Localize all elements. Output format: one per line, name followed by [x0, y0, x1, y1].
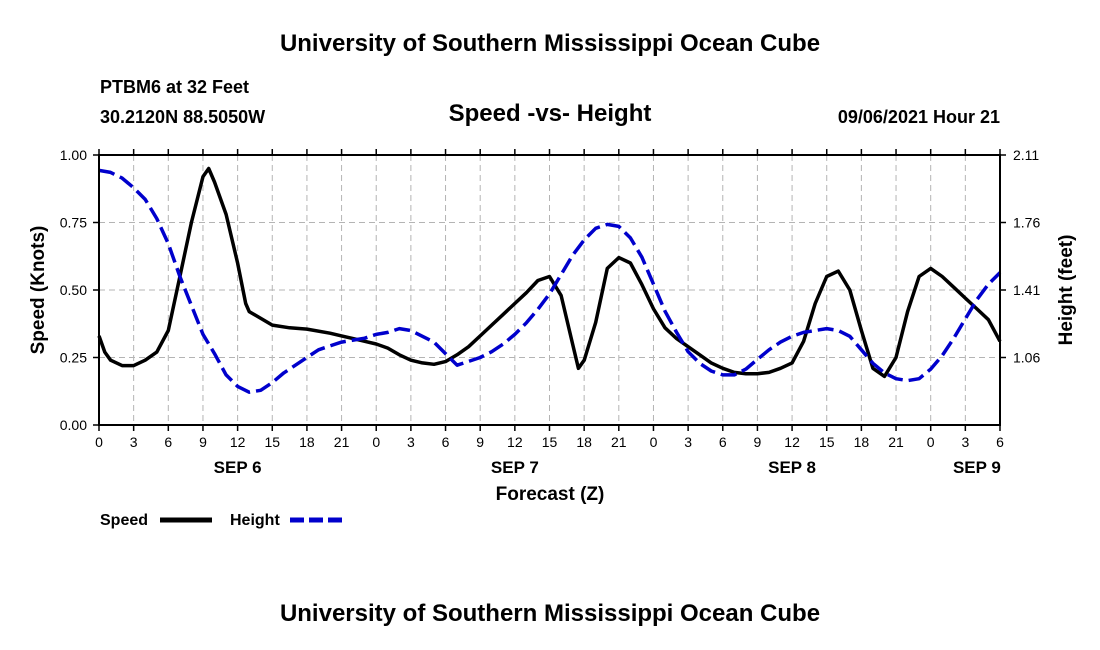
page-title-top: University of Southern Mississippi Ocean…: [279, 30, 821, 57]
grid-layer: [99, 155, 1000, 425]
y-tick-label-right: 1.76: [1013, 215, 1040, 231]
height-series-line: [98, 168, 1002, 394]
y-tick-label-right: 1.41: [1013, 282, 1040, 298]
day-label: SEP 9: [953, 458, 1001, 477]
y-tick-label-right: 2.11: [1013, 147, 1039, 163]
y-tick-label-left: 0.50: [60, 282, 87, 298]
x-tick-label: 12: [784, 434, 800, 450]
legend-height-label: Height: [230, 512, 280, 529]
day-label: SEP 6: [214, 458, 262, 477]
x-tick-label: 3: [961, 434, 969, 450]
x-tick-label: 6: [164, 434, 172, 450]
x-tick-label: 15: [819, 434, 835, 450]
x-tick-label: 0: [372, 434, 380, 450]
legend-speed-label: Speed: [100, 512, 148, 529]
day-label: SEP 7: [491, 458, 539, 477]
y-axis-label-right: Height (feet): [1056, 235, 1077, 346]
x-tick-label: 9: [476, 434, 484, 450]
x-tick-label: 0: [650, 434, 658, 450]
y-tick-label-left: 1.00: [60, 147, 87, 163]
y-tick-label-left: 0.75: [60, 215, 87, 231]
x-tick-label: 3: [684, 434, 692, 450]
y-tick-label-right: 1.06: [1013, 350, 1040, 366]
y-tick-label-left: 0.00: [60, 417, 87, 433]
station-label: PTBM6 at 32 Feet: [100, 77, 250, 97]
day-label: SEP 8: [768, 458, 816, 477]
x-tick-label: 18: [576, 434, 592, 450]
x-tick-label: 0: [95, 434, 103, 450]
x-tick-label: 18: [854, 434, 870, 450]
x-tick-label: 21: [334, 434, 350, 450]
x-axis-label: Forecast (Z): [496, 484, 605, 505]
x-tick-label: 18: [299, 434, 315, 450]
x-tick-label: 12: [507, 434, 523, 450]
y-tick-label-left: 0.25: [60, 350, 87, 366]
chart-title: Speed -vs- Height: [448, 100, 652, 127]
x-tick-label: 21: [888, 434, 904, 450]
datetime-label: 09/06/2021 Hour 21: [837, 107, 1000, 127]
x-tick-label: 6: [719, 434, 727, 450]
x-tick-label: 9: [199, 434, 207, 450]
series-layer: [97, 166, 1002, 394]
x-tick-label: 9: [754, 434, 762, 450]
y-axis-label-left: Speed (Knots): [28, 226, 49, 355]
x-tick-label: 15: [542, 434, 558, 450]
x-tick-label: 15: [264, 434, 280, 450]
x-tick-label: 21: [611, 434, 627, 450]
x-tick-label: 0: [927, 434, 935, 450]
x-tick-label: 3: [407, 434, 415, 450]
x-tick-label: 3: [130, 434, 138, 450]
x-tick-label: 6: [442, 434, 450, 450]
axis-layer: 0 3 6 9 12 15 18 21 0 3 6 9 12 15 18 21 0 3 6 9 12 15 18 21 0 3 6 0…: [60, 147, 1041, 477]
coordinates-label: 30.2120N 88.5050W: [100, 107, 266, 127]
x-tick-label: 6: [996, 434, 1004, 450]
x-tick-label: 12: [230, 434, 246, 450]
page-title-bottom: University of Southern Mississippi Ocean…: [279, 600, 821, 627]
